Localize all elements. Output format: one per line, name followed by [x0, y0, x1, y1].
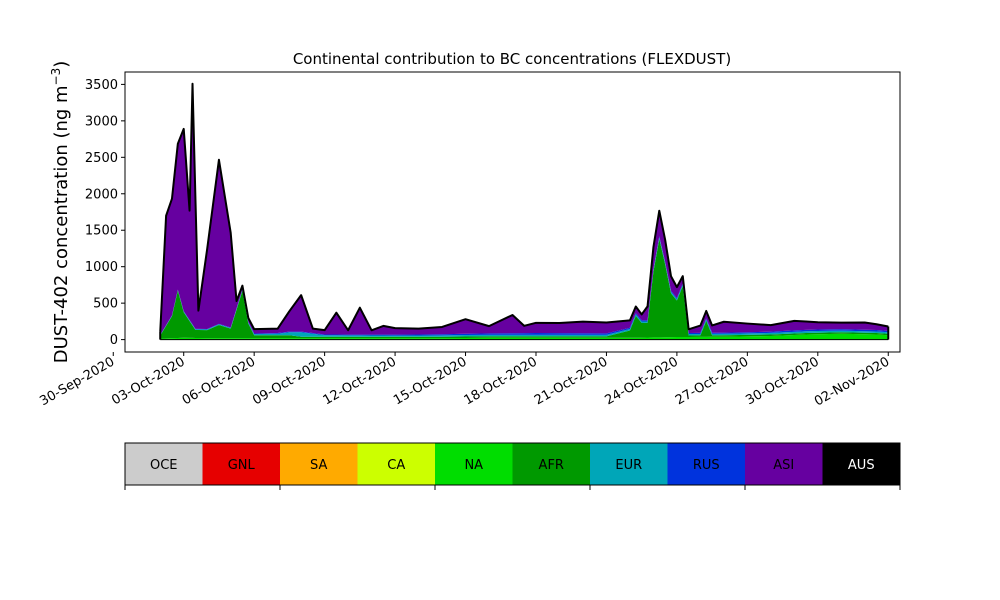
y-tick-label: 2500	[85, 151, 118, 166]
area-series-afr	[160, 238, 889, 339]
legend-swatch-rus	[667, 443, 745, 485]
legend-swatch-aus	[822, 443, 900, 485]
legend-label-aus: AUS	[848, 458, 875, 473]
area-series-asi	[160, 83, 889, 335]
legend-label-asi: ASI	[773, 458, 794, 473]
y-tick-label: 3500	[85, 78, 118, 93]
chart-title: Continental contribution to BC concentra…	[293, 50, 731, 68]
legend-label-na: NA	[464, 458, 483, 473]
total-line-group	[159, 82, 890, 341]
y-axis-label-close: )	[51, 61, 72, 68]
legend-swatch-eur	[590, 443, 668, 485]
legend-swatch-asi	[745, 443, 823, 485]
legend-label-ca: CA	[387, 458, 405, 473]
y-tick-label: 1000	[85, 260, 118, 275]
total-line	[159, 82, 889, 333]
area-series-na	[160, 333, 889, 340]
legend-frame	[124, 442, 901, 486]
legend-label-sa: SA	[310, 458, 327, 473]
stacked-areas	[160, 83, 889, 340]
y-tick-label: 0	[110, 333, 118, 348]
legend-swatch-na	[435, 443, 513, 485]
legend-swatch-ca	[357, 443, 435, 485]
plot-frame	[124, 71, 901, 353]
legend-label-eur: EUR	[615, 458, 642, 473]
y-tick-label: 2000	[85, 187, 118, 202]
y-axis-ticks: 0 500 1000 1500 2000 2500 3000 3500	[85, 78, 125, 348]
legend-swatch-sa	[280, 443, 358, 485]
legend-label-oce: OCE	[150, 458, 178, 473]
y-tick-label: 500	[93, 297, 118, 312]
legend-label-gnl: GNL	[228, 458, 256, 473]
y-axis-label: DUST-402 concentration (ng m−3)	[49, 61, 72, 364]
y-tick-label: 3000	[85, 114, 118, 129]
legend-swatch-gnl	[202, 443, 280, 485]
y-axis-label-main: DUST-402 concentration (ng m	[51, 85, 72, 363]
y-tick-label: 1500	[85, 224, 118, 239]
legend-swatch-oce	[125, 443, 203, 485]
y-axis-label-superscript: −3	[49, 68, 63, 86]
legend-label-afr: AFR	[539, 458, 564, 473]
legend-colorbar: OCE GNL SA CA NA AFR EUR RUS ASI AUS	[124, 442, 901, 490]
legend-swatch-afr	[512, 443, 590, 485]
legend-label-rus: RUS	[693, 458, 720, 473]
